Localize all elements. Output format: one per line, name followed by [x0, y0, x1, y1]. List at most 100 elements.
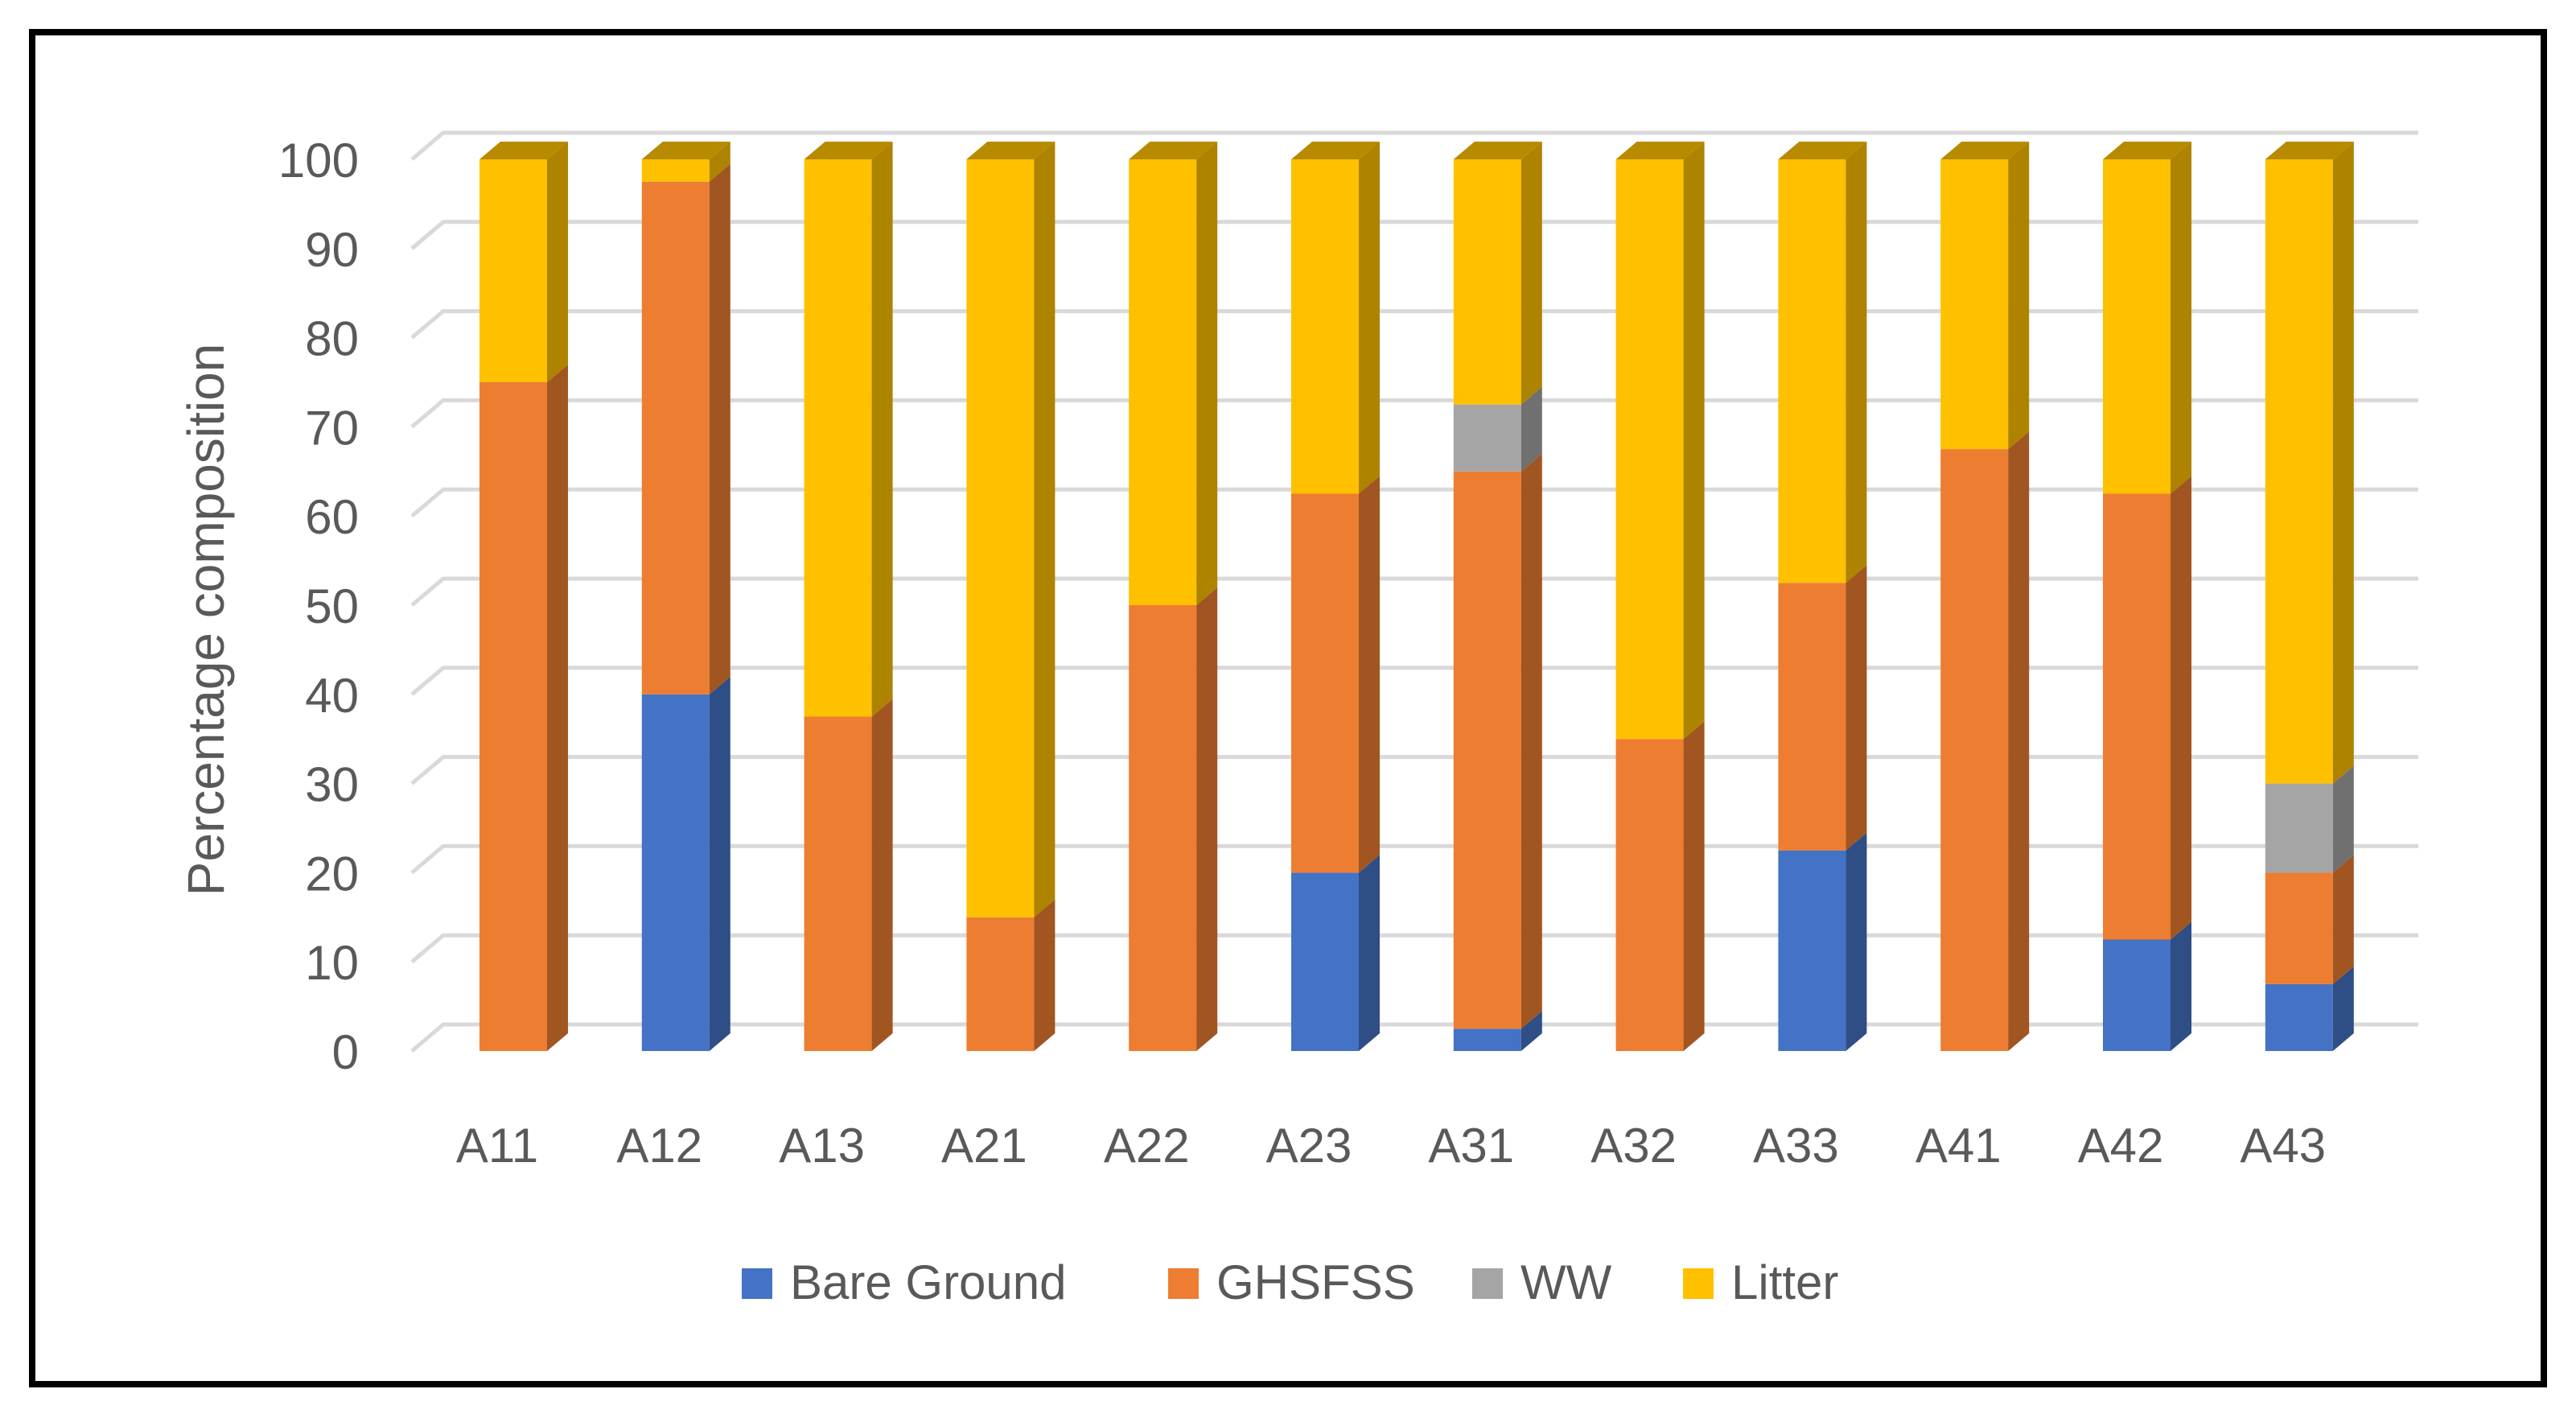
x-tick-label: A43	[2240, 1119, 2326, 1173]
bar-stack-A43	[2265, 142, 2354, 1051]
bar-top-face	[641, 142, 730, 159]
bar-A31-litter	[1453, 142, 1542, 405]
y-tick-label: 90	[305, 223, 359, 277]
gridline	[410, 398, 2418, 429]
bar-A42-bare-ground	[2103, 921, 2191, 1051]
bar-A22-ghsfss	[1129, 587, 1218, 1051]
bars	[479, 142, 2354, 1051]
bar-A22-litter	[1129, 142, 1218, 605]
bar-stack-A41	[1940, 142, 2030, 1051]
y-tick-label: 0	[332, 1025, 359, 1079]
legend-swatch	[742, 1268, 772, 1299]
y-tick-label: 60	[305, 490, 359, 544]
gridline	[410, 933, 2418, 964]
gridline	[410, 843, 2418, 875]
bar-A41-litter	[1940, 142, 2030, 450]
x-tick-label: A23	[1266, 1119, 1352, 1173]
legend-swatch	[1168, 1268, 1199, 1299]
bar-stack-A21	[966, 142, 1056, 1051]
bar-A41-ghsfss	[1940, 431, 2030, 1051]
bar-A33-ghsfss	[1778, 565, 1867, 851]
bar-A12-litter	[641, 142, 730, 182]
bar-A11-ghsfss	[479, 365, 568, 1051]
legend: Bare Ground GHSFSS WW Litter	[742, 1255, 1838, 1309]
gridline	[410, 666, 2418, 696]
bar-A13-litter	[804, 142, 893, 717]
bar-stack-A13	[804, 142, 893, 1051]
bar-A43-ww	[2265, 765, 2354, 873]
bar-top-face	[1453, 142, 1542, 159]
gridline	[410, 220, 2418, 250]
bar-A13-ghsfss	[804, 699, 893, 1051]
bar-A31-bare-ground	[1453, 1011, 1542, 1051]
y-tick-label: 30	[305, 758, 359, 812]
legend-swatch	[1472, 1268, 1503, 1299]
x-tick-label: A12	[616, 1119, 702, 1173]
legend-swatch	[1683, 1268, 1714, 1299]
bar-top-face	[1778, 142, 1867, 159]
bar-stack-A31	[1453, 142, 1542, 1051]
legend-item-bare-ground: Bare Ground	[742, 1255, 1067, 1309]
bar-A43-ghsfss	[2265, 855, 2354, 984]
bar-A12-bare-ground	[641, 676, 730, 1051]
bar-A31-ww	[1453, 386, 1542, 472]
bar-A23-litter	[1291, 142, 1380, 494]
y-tick-label: 70	[305, 401, 359, 455]
bar-top-face	[1129, 142, 1218, 159]
bar-stack-A11	[479, 142, 568, 1051]
gridline	[410, 487, 2418, 518]
y-tick-label: 80	[305, 312, 359, 366]
y-axis-label: Percentage composition	[177, 344, 235, 897]
x-tick-label: A22	[1104, 1119, 1190, 1173]
legend-label: Litter	[1731, 1255, 1838, 1309]
bar-A31-ghsfss	[1453, 453, 1542, 1029]
bar-top-face	[804, 142, 893, 159]
bar-A21-ghsfss	[966, 899, 1056, 1051]
legend-item-litter: Litter	[1683, 1255, 1838, 1309]
bar-top-face	[479, 142, 568, 159]
bar-top-face	[1940, 142, 2030, 159]
bar-A43-bare-ground	[2265, 966, 2354, 1051]
gridlines	[410, 130, 2418, 1053]
bar-top-face	[1291, 142, 1380, 159]
bar-stack-A32	[1615, 142, 1705, 1051]
x-tick-label: A42	[2078, 1119, 2164, 1173]
y-tick-label: 20	[305, 847, 359, 901]
y-tick-label: 100	[278, 134, 359, 188]
x-tick-label: A33	[1753, 1119, 1839, 1173]
gridline	[410, 130, 2418, 161]
bar-stack-A23	[1291, 142, 1380, 1051]
bar-A32-ghsfss	[1615, 721, 1705, 1051]
bar-A11-litter	[479, 142, 568, 382]
bar-stack-A22	[1129, 142, 1218, 1051]
x-tick-label: A21	[941, 1119, 1027, 1173]
x-tick-label: A13	[779, 1119, 865, 1173]
bar-top-face	[966, 142, 1056, 159]
bar-top-face	[2103, 142, 2191, 159]
bar-stack-A33	[1778, 142, 1867, 1051]
x-tick-label: A31	[1428, 1119, 1514, 1173]
y-tick-label: 50	[305, 579, 359, 633]
bar-A23-bare-ground	[1291, 855, 1380, 1051]
bar-A23-ghsfss	[1291, 476, 1380, 873]
legend-item-ww: WW	[1472, 1255, 1612, 1309]
bar-A32-litter	[1615, 142, 1705, 740]
x-tick-label: A41	[1916, 1119, 2002, 1173]
legend-label: WW	[1520, 1255, 1612, 1309]
y-tick-label: 10	[305, 936, 359, 990]
gridline	[410, 309, 2418, 340]
gridline	[410, 755, 2418, 785]
bar-A42-ghsfss	[2103, 476, 2191, 940]
gridline	[410, 1022, 2418, 1053]
y-axis-tick-labels: 0 10 20 30 40 50 60 70 80 90 100	[278, 134, 359, 1079]
legend-label: Bare Ground	[790, 1255, 1067, 1309]
x-tick-label: A32	[1590, 1119, 1677, 1173]
x-axis-tick-labels: A11 A12 A13 A21 A22 A23 A31 A32 A33 A41 A42 A43	[456, 1119, 2326, 1173]
bar-A33-bare-ground	[1778, 832, 1867, 1051]
bar-A21-litter	[966, 142, 1056, 917]
bar-top-face	[1615, 142, 1705, 159]
legend-item-ghsfss: GHSFSS	[1168, 1255, 1415, 1309]
x-tick-label: A11	[456, 1119, 538, 1173]
y-tick-label: 40	[305, 669, 359, 723]
